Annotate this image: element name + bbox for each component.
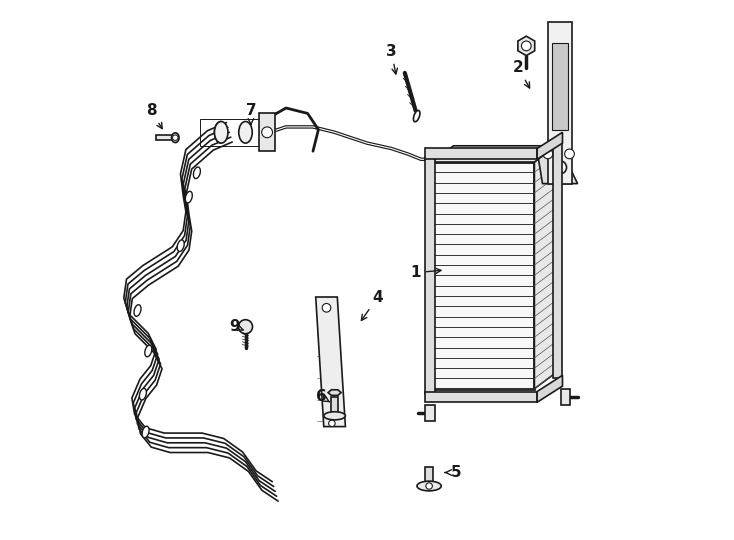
Polygon shape <box>534 146 556 389</box>
Polygon shape <box>537 375 562 402</box>
Circle shape <box>426 483 432 489</box>
Polygon shape <box>425 405 435 421</box>
Ellipse shape <box>145 345 152 357</box>
Ellipse shape <box>214 122 228 143</box>
Circle shape <box>322 303 331 312</box>
Circle shape <box>329 413 335 419</box>
Circle shape <box>239 320 252 334</box>
Polygon shape <box>537 154 578 184</box>
Text: 9: 9 <box>230 319 243 334</box>
Ellipse shape <box>194 167 200 179</box>
Ellipse shape <box>413 111 420 122</box>
Circle shape <box>262 127 272 138</box>
Ellipse shape <box>134 305 141 316</box>
Polygon shape <box>562 389 570 405</box>
Circle shape <box>429 214 432 218</box>
Text: 6: 6 <box>316 389 330 404</box>
Polygon shape <box>156 135 175 140</box>
Ellipse shape <box>139 388 146 400</box>
Ellipse shape <box>185 191 192 203</box>
Polygon shape <box>552 43 568 130</box>
Ellipse shape <box>142 426 149 438</box>
Ellipse shape <box>239 122 252 143</box>
Polygon shape <box>548 22 573 184</box>
Polygon shape <box>432 146 556 162</box>
Text: 3: 3 <box>386 44 398 74</box>
Circle shape <box>521 41 531 51</box>
Circle shape <box>329 420 335 427</box>
Circle shape <box>564 149 575 159</box>
Polygon shape <box>425 392 537 402</box>
Text: 5: 5 <box>445 465 462 480</box>
Circle shape <box>429 177 432 180</box>
Text: 2: 2 <box>513 60 530 88</box>
Text: 7: 7 <box>246 103 256 124</box>
Polygon shape <box>331 397 338 413</box>
Polygon shape <box>537 132 562 159</box>
Polygon shape <box>425 157 435 394</box>
Polygon shape <box>259 113 275 151</box>
Polygon shape <box>316 297 346 427</box>
Polygon shape <box>425 148 537 159</box>
Circle shape <box>172 135 178 140</box>
Circle shape <box>543 149 553 159</box>
Circle shape <box>426 212 435 220</box>
Ellipse shape <box>177 240 184 252</box>
Polygon shape <box>432 162 534 389</box>
Text: 8: 8 <box>145 103 162 129</box>
Circle shape <box>426 174 435 183</box>
Circle shape <box>553 161 567 174</box>
Text: 4: 4 <box>361 289 383 320</box>
Polygon shape <box>518 36 534 56</box>
Ellipse shape <box>417 481 441 491</box>
Text: 1: 1 <box>410 265 441 280</box>
Ellipse shape <box>172 133 179 143</box>
Ellipse shape <box>324 411 346 420</box>
Polygon shape <box>328 390 341 395</box>
Polygon shape <box>553 140 562 378</box>
Polygon shape <box>425 467 433 484</box>
